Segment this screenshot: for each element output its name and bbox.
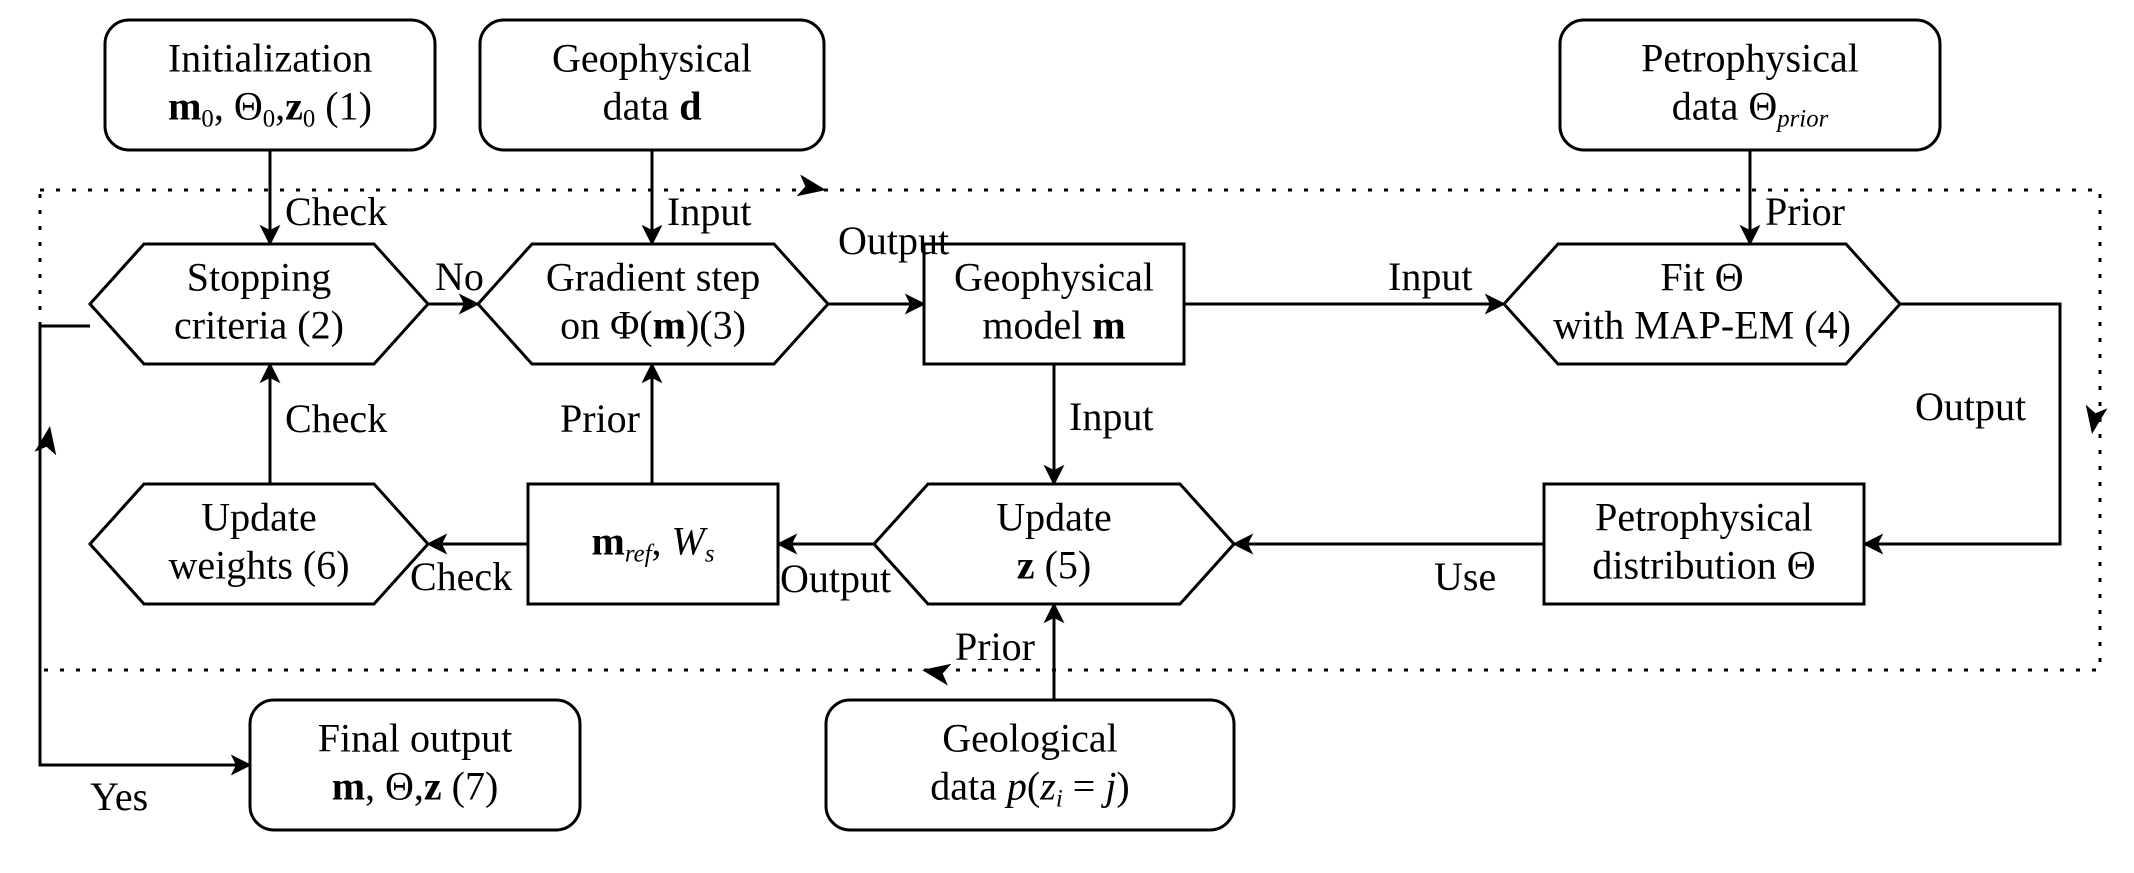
edge-label-mref-grad: Prior [560, 396, 640, 441]
node-text-geodata-line1: data d [603, 84, 702, 129]
node-text-updatew-line0: Update [201, 495, 317, 540]
edge-label-geo-grad: Input [667, 189, 751, 234]
node-text-updatez-line0: Update [996, 495, 1112, 540]
edge-label-grad-model: Output [838, 218, 949, 263]
edge-label-fit-dist: Output [1915, 384, 2026, 429]
node-text-petrodata-line0: Petrophysical [1641, 36, 1859, 81]
node-text-updatew-line1: weights (6) [168, 543, 349, 588]
node-text-final-line0: Final output [318, 716, 512, 761]
node-text-fit-line1: with MAP-EM (4) [1553, 303, 1851, 348]
edge-label-dist-z: Use [1434, 554, 1496, 599]
node-text-stopping-line1: criteria (2) [174, 303, 344, 348]
edge-label-petro-fit: Prior [1765, 189, 1845, 234]
node-text-geodata-line0: Geophysical [552, 36, 752, 81]
node-text-petrodist-line1: distribution Θ [1592, 543, 1815, 588]
edge-label-init-stop: Check [285, 189, 387, 234]
loop-direction-arrow [797, 175, 826, 197]
node-text-geomodel-line0: Geophysical [954, 255, 1154, 300]
node-text-petrodist-line0: Petrophysical [1595, 495, 1813, 540]
edge-label-geol-z: Prior [955, 624, 1035, 669]
loop-direction-arrow [35, 426, 57, 455]
edge-label-stop-grad: No [435, 254, 484, 299]
node-text-updatez-line1: z (5) [1017, 543, 1091, 588]
edge-label-z-mref: Output [780, 556, 891, 601]
node-text-gradient-line0: Gradient step [546, 255, 760, 300]
node-text-geoldata-line0: Geological [942, 716, 1118, 761]
node-text-gradient-line1: on Φ(m)(3) [560, 303, 746, 348]
node-text-final-line1: m, Θ,z (7) [332, 764, 499, 809]
node-text-mref-line0: mref, Ws [592, 519, 715, 568]
node-text-init-line0: Initialization [168, 36, 372, 81]
node-text-geomodel-line1: model m [982, 303, 1125, 348]
edge-label-model-fit: Input [1388, 254, 1472, 299]
loop-direction-arrow [2086, 405, 2108, 434]
node-text-geoldata-line1: data p(zi = j) [930, 764, 1129, 813]
node-text-stopping-line0: Stopping [187, 255, 331, 300]
edge-label-model-z: Input [1069, 394, 1153, 439]
node-text-fit-line0: Fit Θ [1660, 255, 1743, 300]
edge-label-stop-final: Yes [90, 774, 148, 819]
loop-direction-arrow [922, 664, 951, 686]
edge-label-uw-stop: Check [285, 396, 387, 441]
edge-label-mref-uw: Check [410, 554, 512, 599]
